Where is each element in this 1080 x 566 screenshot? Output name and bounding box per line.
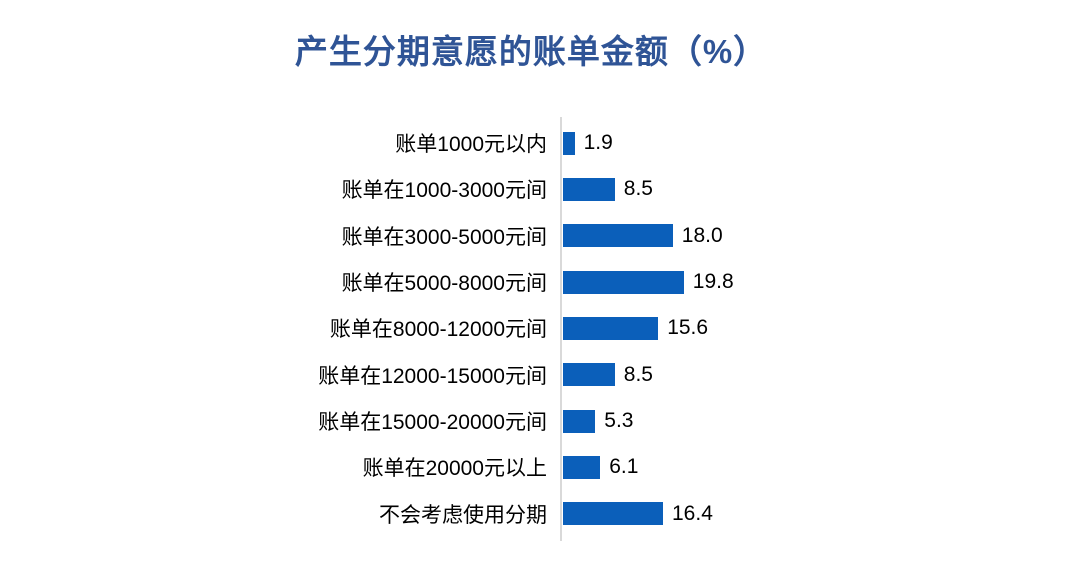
plot-area: 账单1000元以内 1.9 账单在1000-3000元间 8.5 账单在3000… [0, 117, 1080, 541]
bar [563, 502, 663, 526]
value-label: 6.1 [609, 455, 639, 479]
category-label: 账单在8000-12000元间 [329, 318, 547, 342]
bar-row: 账单在5000-8000元间 19.8 [0, 259, 1080, 305]
bar-row: 账单1000元以内 1.9 [0, 120, 1080, 166]
bar-row: 不会考虑使用分期 16.4 [0, 491, 1080, 537]
category-label: 账单在20000元以上 [362, 457, 547, 481]
bar-row: 账单在1000-3000元间 8.5 [0, 166, 1080, 212]
bar [563, 131, 575, 155]
bar [563, 270, 684, 294]
bar [563, 455, 601, 479]
value-label: 8.5 [623, 362, 653, 386]
bar-row: 账单在8000-12000元间 15.6 [0, 305, 1080, 351]
value-label: 16.4 [672, 501, 713, 525]
category-label: 账单在1000-3000元间 [341, 179, 547, 203]
bar-row: 账单在12000-15000元间 8.5 [0, 352, 1080, 398]
value-label: 19.8 [692, 270, 734, 294]
category-label: 账单在12000-15000元间 [318, 364, 547, 388]
bar-row: 账单在3000-5000元间 18.0 [0, 213, 1080, 259]
chart-title: 产生分期意愿的账单金额（%） [294, 33, 768, 70]
value-label: 5.3 [604, 409, 634, 433]
bar [563, 177, 615, 201]
value-label: 18.0 [681, 223, 723, 247]
bar [563, 316, 659, 340]
value-label: 1.9 [583, 131, 613, 155]
bar [563, 409, 596, 433]
bar-row: 账单在20000元以上 6.1 [0, 444, 1080, 490]
category-label: 账单在5000-8000元间 [341, 272, 547, 296]
category-label: 账单1000元以内 [395, 133, 547, 157]
category-label: 账单在3000-5000元间 [341, 225, 547, 249]
category-label: 不会考虑使用分期 [379, 503, 547, 527]
bar [563, 224, 673, 248]
value-label: 15.6 [667, 316, 709, 340]
y-axis-line [560, 117, 562, 541]
bar-row: 账单在15000-20000元间 5.3 [0, 398, 1080, 444]
bar [563, 363, 615, 387]
bar-rows: 账单1000元以内 1.9 账单在1000-3000元间 8.5 账单在3000… [0, 120, 1080, 537]
value-label: 8.5 [623, 177, 653, 201]
category-label: 账单在15000-20000元间 [318, 411, 547, 435]
